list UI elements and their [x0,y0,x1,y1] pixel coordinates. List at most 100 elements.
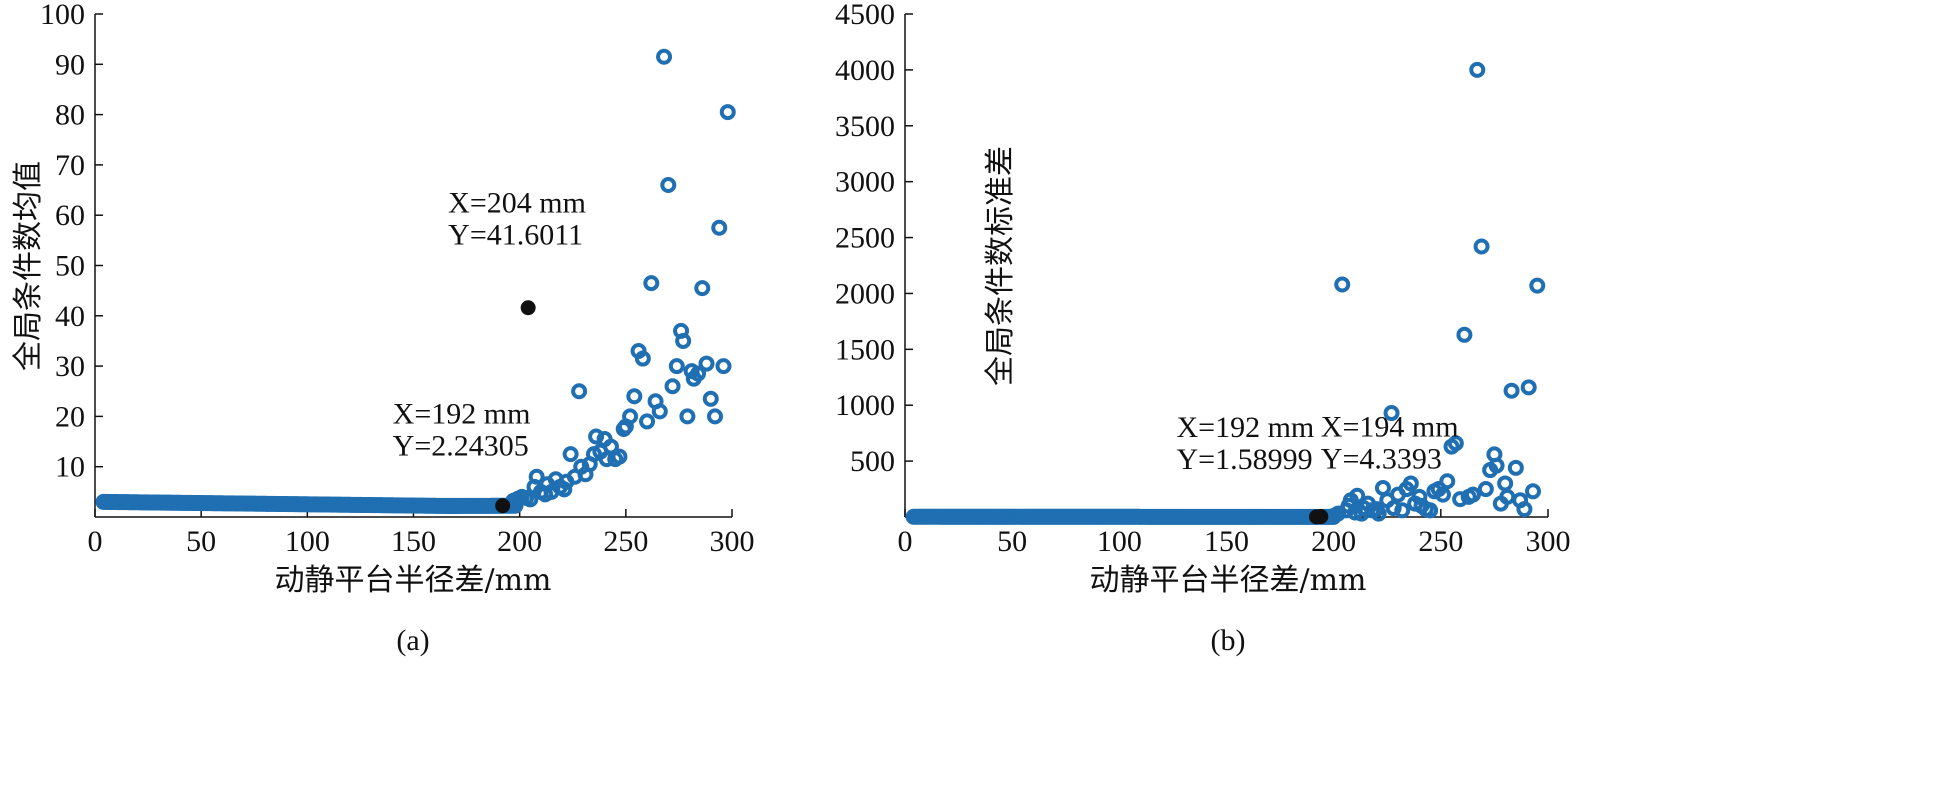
highlight-point [520,300,536,316]
data-point [1488,457,1505,474]
x-tick-label: 250 [603,525,648,558]
data-point [679,408,696,425]
y-tick-label: 3500 [835,110,895,143]
data-point [643,275,660,292]
y-tick-label: 50 [55,250,85,283]
annotation-y-label: Y=2.24305 [393,430,529,463]
highlight-point [495,498,511,514]
x-tick-label: 150 [391,525,436,558]
x-tick-label: 0 [88,525,103,558]
data-points-a [95,48,736,514]
data-point [556,481,573,498]
y-tick-label: 2500 [835,222,895,255]
data-point [622,408,639,425]
data-point [698,355,715,372]
data-point [528,468,545,485]
y-axis-label-b: 全局条件数标准差 [983,146,1018,386]
panel-caption-a: (a) [396,624,429,657]
y-tick-label: 3000 [835,166,895,199]
y-tick-label: 20 [55,400,85,433]
y-tick-label: 100 [40,0,85,31]
panel-caption-b: (b) [1211,624,1246,657]
chart-panel-a: 全局条件数均值 动静平台半径差/mm (a) 0 50 100 150 200 250 30… [11,0,755,657]
data-point [1383,405,1400,422]
data-point [1503,382,1520,399]
chart-panel-b: 全局条件数标准差 动静平台半径差/mm (b) 0 50 100 150 200 250 3… [835,0,1571,657]
y-tick-label: 90 [55,48,85,81]
data-point [1422,502,1439,519]
x-tick-label: 300 [710,525,755,558]
data-point [1499,488,1516,505]
annotation-y-label: Y=4.3393 [1321,443,1442,476]
x-axis-label-a: 动静平台半径差/mm [274,563,551,598]
data-point [1516,501,1533,518]
data-point [1469,61,1486,78]
data-point [1374,479,1391,496]
data-point [1334,276,1351,293]
x-tick-label: 50 [997,525,1027,558]
x-axis-label-b: 动静平台半径差/mm [1089,563,1366,598]
data-point [1447,435,1464,452]
y-tick-label: 4000 [835,54,895,87]
data-point [1370,505,1387,522]
y-axis-label-a: 全局条件数均值 [11,161,46,371]
highlight-point [1313,509,1329,525]
y-tick-label: 2000 [835,277,895,310]
x-tick-label: 0 [898,525,913,558]
data-point [1452,491,1469,508]
data-point [611,448,628,465]
data-point [1529,277,1546,294]
data-point [1434,486,1451,503]
annotation-x-label: X=192 mm [1177,411,1315,444]
data-point [1439,473,1456,490]
y-tick-label: 60 [55,199,85,232]
data-point [675,332,692,349]
data-point [1464,486,1481,503]
annotation-x-label: X=192 mm [393,398,531,431]
annotations-a: X=192 mmY=2.24305 X=204 mmY=41.6011 [393,187,586,514]
data-point [1524,483,1541,500]
data-point [1507,459,1524,476]
x-tick-label: 50 [186,525,216,558]
data-point [1473,238,1490,255]
data-point [707,408,724,425]
y-tick-label: 1500 [835,333,895,366]
x-tick-label: 100 [285,525,330,558]
y-tick-label: 70 [55,149,85,182]
data-point [1456,326,1473,343]
data-point [664,378,681,395]
annotation-y-label: Y=1.58999 [1177,443,1313,476]
annotation-x-label: X=204 mm [448,187,586,220]
axes-a: 0 50 100 150 200 250 300 10 20 30 40 50 60 70 80 90 100 [40,0,755,558]
data-point [1394,502,1411,519]
data-point [1497,475,1514,492]
x-tick-label: 100 [1097,525,1142,558]
y-tick-label: 500 [850,445,895,478]
data-point [690,365,707,382]
y-tick-label: 10 [55,451,85,484]
data-point [571,383,588,400]
y-tick-label: 4500 [835,0,895,31]
annotation-y-label: Y=41.6011 [448,219,583,252]
y-tick-label: 30 [55,350,85,383]
annotation-x-label: X=194 mm [1321,411,1459,444]
data-point [562,446,579,463]
data-point [1402,475,1419,492]
data-point [694,280,711,297]
data-point [719,104,736,121]
x-tick-label: 200 [497,525,542,558]
data-point [1385,500,1402,517]
data-point [1520,379,1537,396]
data-point [656,48,673,65]
data-point [639,413,656,430]
data-point [1349,487,1366,504]
x-tick-label: 250 [1418,525,1463,558]
y-tick-label: 1000 [835,389,895,422]
data-point [660,177,677,194]
y-tick-label: 40 [55,300,85,333]
data-point [1477,481,1494,498]
x-tick-label: 200 [1311,525,1356,558]
data-point [702,390,719,407]
